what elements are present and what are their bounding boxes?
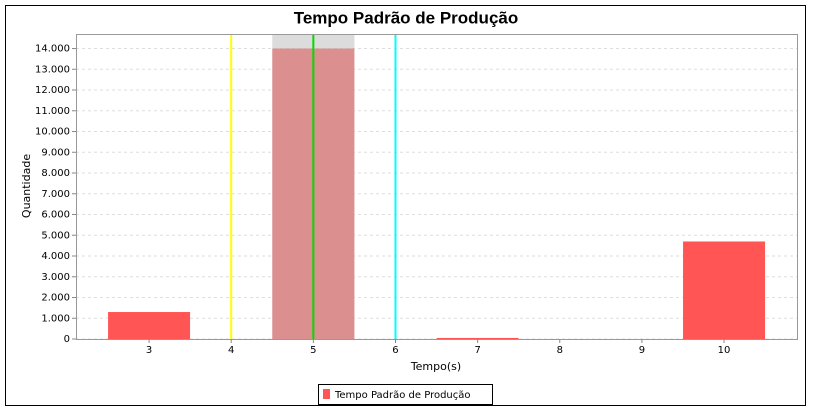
chart-title: Tempo Padrão de Produção bbox=[294, 8, 519, 27]
y-tick-label: 14.000 bbox=[35, 44, 70, 55]
y-tick-label: 6.000 bbox=[41, 210, 70, 221]
legend-box bbox=[318, 384, 493, 405]
y-tick-label: 7.000 bbox=[41, 189, 70, 200]
x-tick-label: 6 bbox=[392, 345, 398, 356]
legend-label: Tempo Padrão de Produção bbox=[334, 390, 471, 401]
bar bbox=[683, 241, 766, 339]
legend-swatch bbox=[323, 389, 330, 399]
x-tick-label: 10 bbox=[718, 345, 731, 356]
x-tick-label: 3 bbox=[146, 345, 152, 356]
bar bbox=[108, 312, 191, 339]
y-tick-label: 11.000 bbox=[35, 106, 70, 117]
x-axis-label: Tempo(s) bbox=[410, 360, 461, 373]
y-tick-label: 0 bbox=[64, 334, 70, 345]
x-tick-label: 4 bbox=[228, 345, 234, 356]
x-tick-label: 7 bbox=[474, 345, 480, 356]
y-tick-label: 13.000 bbox=[35, 64, 70, 75]
y-tick-label: 1.000 bbox=[41, 313, 70, 324]
bar bbox=[436, 337, 519, 339]
y-tick-label: 2.000 bbox=[41, 293, 70, 304]
x-tick-label: 8 bbox=[557, 345, 563, 356]
y-tick-label: 10.000 bbox=[35, 127, 70, 138]
y-tick-label: 3.000 bbox=[41, 272, 70, 283]
plot-border bbox=[76, 34, 798, 340]
plot-area bbox=[76, 34, 797, 339]
y-tick-label: 9.000 bbox=[41, 147, 70, 158]
y-tick-label: 8.000 bbox=[41, 168, 70, 179]
y-axis-label: Quantidade bbox=[20, 154, 33, 218]
y-tick-label: 12.000 bbox=[35, 85, 70, 96]
x-tick-label: 9 bbox=[639, 345, 645, 356]
y-tick-label: 5.000 bbox=[41, 230, 70, 241]
y-tick-label: 4.000 bbox=[41, 251, 70, 262]
x-tick-label: 5 bbox=[310, 345, 316, 356]
